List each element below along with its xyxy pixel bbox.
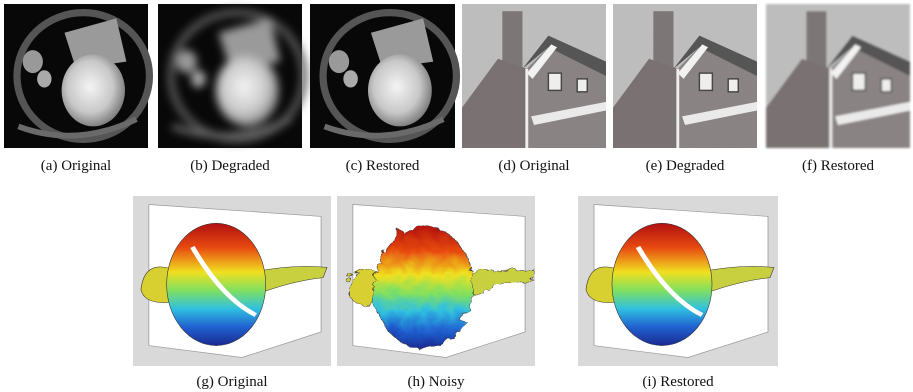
subfigure-caption: (c) Restored <box>346 158 420 174</box>
window <box>699 73 712 90</box>
subfigure-caption: (e) Degraded <box>646 158 725 174</box>
window <box>881 79 891 92</box>
subfigure-caption: (f) Restored <box>802 158 875 174</box>
house-content <box>613 4 757 148</box>
vessel <box>177 50 197 73</box>
chimney <box>653 11 673 69</box>
house-content <box>766 4 910 148</box>
subfigure-image <box>462 4 606 148</box>
ventricle <box>368 54 432 126</box>
ventricle <box>62 54 125 126</box>
window <box>548 73 561 90</box>
body <box>371 223 470 345</box>
subfigure-caption: (a) Original <box>41 158 111 174</box>
subfigure-image <box>310 4 456 148</box>
subfigure-caption: (h) Noisy <box>407 374 465 390</box>
window <box>577 79 587 92</box>
subfigure-image <box>578 196 778 366</box>
subfigure-caption: (b) Degraded <box>190 158 270 174</box>
subfigure-image <box>4 4 149 148</box>
vessel <box>23 50 43 73</box>
subfigure-image <box>158 4 303 148</box>
subfigure-image <box>613 4 757 148</box>
vessel <box>329 50 349 73</box>
vessel <box>191 70 205 87</box>
chimney <box>502 11 522 69</box>
subfigure-caption: (g) Original <box>196 374 267 390</box>
subfigure-caption: (i) Restored <box>642 374 714 390</box>
subfigure-image <box>337 196 535 366</box>
house-content <box>462 4 606 148</box>
window <box>728 79 738 92</box>
subfigure-image <box>133 196 331 366</box>
subfigure-caption: (d) Original <box>498 158 569 174</box>
figure: (a) Original (b) Degraded (c) Restored (d) … <box>0 0 913 392</box>
chimney <box>806 11 826 69</box>
ventricle <box>216 54 279 126</box>
vessel <box>37 70 51 87</box>
vessel <box>343 70 358 87</box>
subfigure-image <box>766 4 910 148</box>
window <box>852 73 865 90</box>
